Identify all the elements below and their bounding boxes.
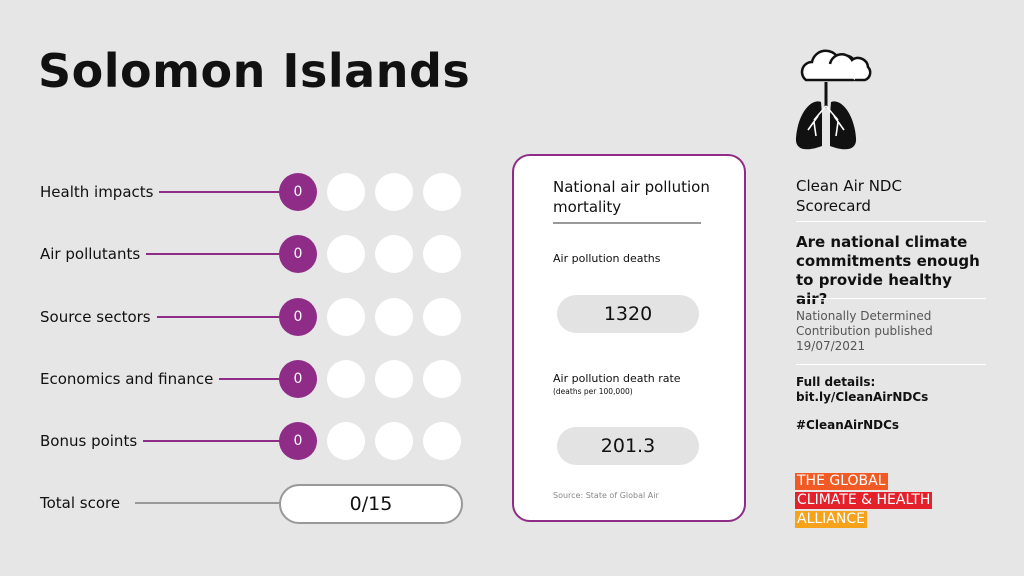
hashtag: #CleanAirNDCs [796,418,900,432]
empty-circle [327,359,365,398]
row-line [146,253,280,256]
deaths-label: Air pollution deaths [553,252,661,265]
empty-circle [423,297,461,336]
empty-circle [327,422,365,461]
score-circle: 0 [279,422,317,461]
row-label: Economics and finance [40,369,214,388]
row-line [143,440,280,443]
score-circle: 0 [279,297,317,336]
empty-circle [375,422,413,461]
logo-line: ALLIANCE [795,511,867,528]
row-line [156,315,280,318]
source: Source: State of Global Air [553,491,659,500]
rule [796,221,986,222]
empty-circle [423,422,461,461]
score-circle: 0 [279,235,317,274]
empty-circle [327,297,365,336]
total-score: 0/15 [279,484,463,524]
empty-circle [423,235,461,274]
empty-circle [375,173,413,211]
empty-circle [327,235,365,274]
empty-circle [375,297,413,336]
empty-circle [423,173,461,211]
row-label: Bonus points [40,432,138,451]
details-link[interactable]: bit.ly/CleanAirNDCs [796,390,929,404]
total-line [135,502,280,504]
logo-line: CLIMATE & HEALTH [795,492,933,509]
card-title: National air pollution mortality [553,178,710,216]
deaths-value: 1320 [557,295,699,333]
empty-circle [375,235,413,274]
total-label: Total score [40,494,121,512]
row-label: Health impacts [40,183,154,201]
logo-line: THE GLOBAL [795,473,888,490]
details-label: Full details: [796,375,876,389]
rule [796,364,986,365]
empty-circle [423,359,461,398]
ndc: Nationally Determined Contribution publi… [796,309,933,353]
rate-unit: (deaths per 100,000) [553,387,633,396]
rate-label: Air pollution death rate [553,372,681,385]
row-line [219,377,280,380]
row-label: Air pollutants [40,245,141,264]
rule [796,298,986,299]
row-label: Source sectors [40,307,151,326]
empty-circle [375,359,413,398]
scorecard: Clean Air NDC Scorecard [796,177,902,215]
logo: THE GLOBAL CLIMATE & HEALTH ALLIANCE [795,471,933,528]
rate-value: 201.3 [557,427,699,465]
score-circle: 0 [279,359,317,398]
question: Are national climate commitments enough … [796,233,980,308]
row-line [159,191,280,193]
lungs-icon [795,49,872,150]
empty-circle [327,173,365,211]
score-circle: 0 [279,173,317,211]
card-rule [553,222,701,224]
mortality-card: National air pollution mortality Air pol… [512,154,746,522]
title: Solomon Islands [38,44,471,98]
